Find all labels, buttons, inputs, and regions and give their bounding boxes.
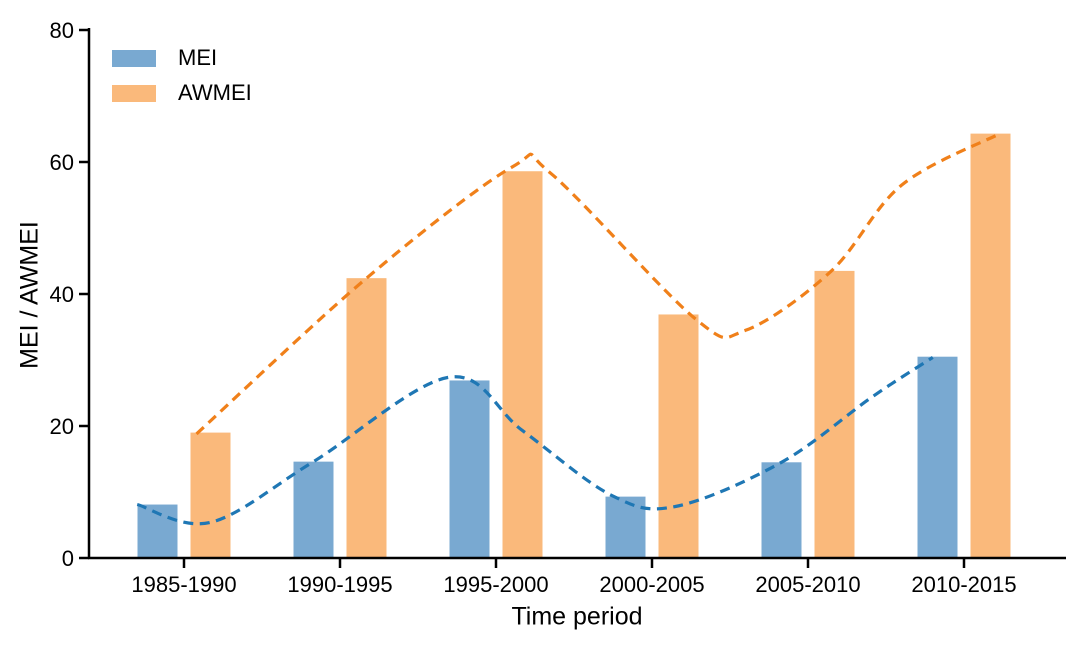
trend-line-awmei [195, 132, 1001, 436]
x-tick-label: 2000-2005 [599, 572, 704, 597]
bar-awmei-1990-1995 [346, 278, 387, 558]
y-tick-label: 60 [50, 150, 74, 175]
bar-awmei-2010-2015 [970, 133, 1011, 558]
legend-label-mei: MEI [178, 45, 218, 70]
x-tick-label: 1995-2000 [443, 572, 548, 597]
bar-mei-1995-2000 [449, 380, 490, 558]
legend: MEI AWMEI [112, 47, 252, 104]
x-tick-label: 2005-2010 [755, 572, 860, 597]
bar-mei-2010-2015 [917, 356, 958, 558]
y-tick-label: 20 [50, 414, 74, 439]
bar-mei-2005-2010 [761, 462, 802, 558]
y-axis-label: MEI / AWMEI [15, 221, 44, 369]
legend-swatch-awmei [112, 84, 156, 102]
bar-mei-1990-1995 [293, 461, 334, 558]
x-tick-label: 2010-2015 [911, 572, 1016, 597]
legend-label-awmei: AWMEI [178, 80, 252, 105]
y-tick-label: 0 [62, 546, 74, 571]
legend-swatch-mei [112, 49, 156, 67]
bar-awmei-2000-2005 [658, 314, 699, 558]
trend-line-mei [136, 356, 934, 526]
x-tick-label: 1985-1990 [131, 572, 236, 597]
bar-awmei-1985-1990 [190, 432, 231, 558]
legend-item-mei: MEI [112, 47, 252, 69]
y-tick-label: 40 [50, 282, 74, 307]
legend-item-awmei: AWMEI [112, 82, 252, 104]
bar-awmei-1995-2000 [502, 171, 543, 559]
x-axis-label: Time period [511, 602, 643, 631]
x-tick-label: 1990-1995 [287, 572, 392, 597]
bar-mei-2000-2005 [605, 496, 646, 558]
y-tick-label: 80 [50, 18, 74, 43]
